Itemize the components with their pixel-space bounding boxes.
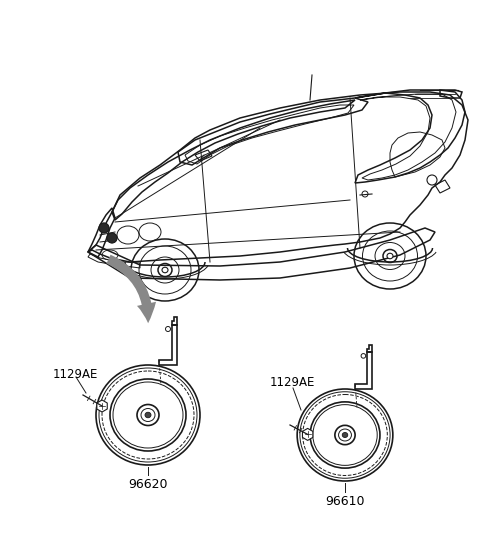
Circle shape <box>107 233 117 243</box>
Text: 1129AE: 1129AE <box>270 377 315 389</box>
Ellipse shape <box>137 404 159 426</box>
Circle shape <box>99 223 109 233</box>
Ellipse shape <box>141 408 155 422</box>
Polygon shape <box>97 400 107 412</box>
Ellipse shape <box>162 267 168 273</box>
Ellipse shape <box>338 429 351 441</box>
Polygon shape <box>302 428 313 441</box>
Text: 96610: 96610 <box>325 495 365 508</box>
Ellipse shape <box>335 426 355 444</box>
Ellipse shape <box>387 253 393 259</box>
Ellipse shape <box>145 412 151 418</box>
FancyArrowPatch shape <box>107 255 156 323</box>
Text: 1129AE: 1129AE <box>53 369 98 382</box>
Ellipse shape <box>342 432 348 438</box>
Text: 96620: 96620 <box>128 478 168 491</box>
